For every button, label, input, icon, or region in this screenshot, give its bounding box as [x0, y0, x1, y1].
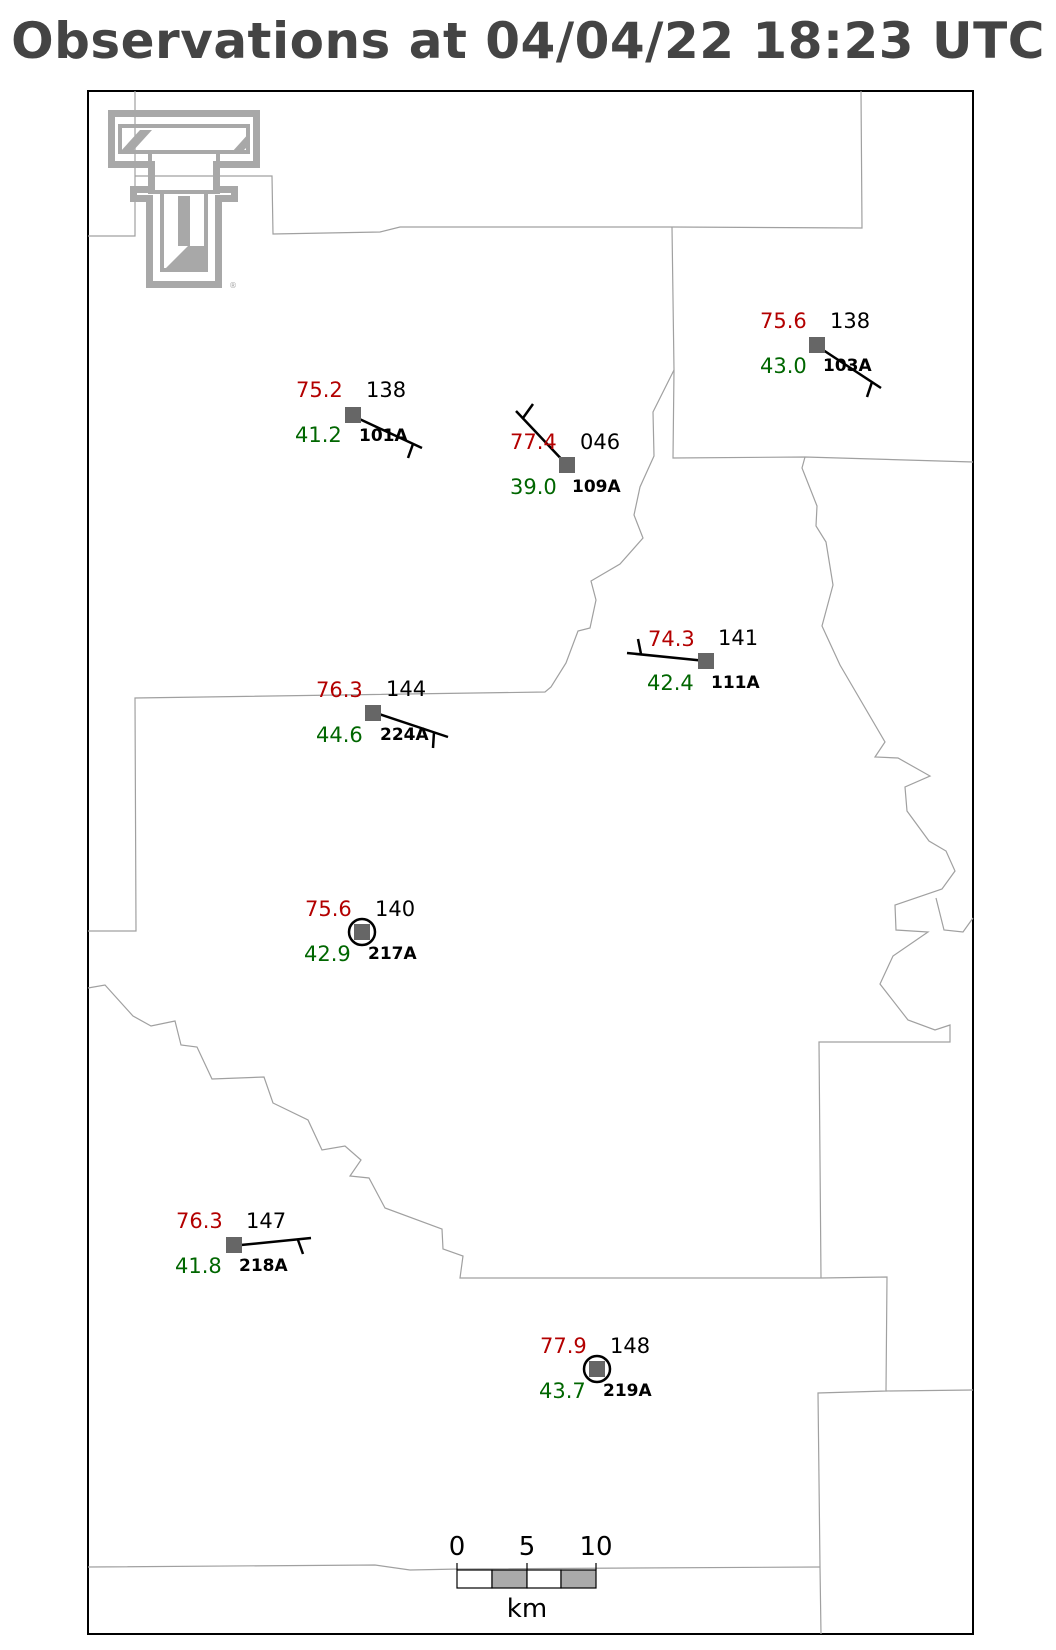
- station-111A: 74.3 42.4 141 111A: [626, 626, 760, 695]
- temperature-label: 77.9: [540, 1334, 587, 1358]
- wind-barb-flag: [521, 403, 535, 419]
- calm-wind-circle: [347, 917, 377, 947]
- wind-barb-flag: [636, 638, 643, 655]
- station-id-label: 101A: [359, 426, 408, 446]
- temperature-label: 77.4: [510, 430, 557, 454]
- wind-barb-flag: [865, 381, 874, 398]
- dewpoint-label: 41.2: [295, 423, 342, 447]
- wind-barb-flag: [406, 443, 415, 459]
- temperature-label: 76.3: [176, 1209, 223, 1233]
- station-id-label: 219A: [603, 1381, 652, 1401]
- pressure-label: 148: [610, 1334, 650, 1358]
- scale-tick-label: 10: [579, 1532, 612, 1562]
- logo-double-t: [108, 110, 260, 288]
- station-marker: [698, 653, 714, 669]
- wind-barb: [240, 1236, 312, 1247]
- wind-barb-flag: [431, 731, 436, 749]
- station-marker: [345, 407, 361, 423]
- pressure-label: 147: [246, 1209, 286, 1233]
- station-219A: 77.9 43.7 148 219A: [539, 1334, 652, 1403]
- scale-bar: 0 5 10 km: [449, 1532, 613, 1624]
- map-title: Observations at 04/04/22 18:23 UTC: [11, 12, 1045, 70]
- temperature-label: 75.6: [760, 309, 807, 333]
- wind-barb: [816, 344, 882, 390]
- pressure-label: 138: [830, 309, 870, 333]
- temperature-label: 75.2: [296, 378, 343, 402]
- dewpoint-label: 43.7: [539, 1379, 586, 1403]
- station-marker: [809, 337, 825, 353]
- wind-barb: [352, 414, 423, 450]
- wind-barb: [626, 651, 707, 663]
- station-marker: [365, 705, 381, 721]
- station-217A: 75.6 42.9 140 217A: [304, 897, 417, 966]
- dewpoint-label: 43.0: [760, 354, 807, 378]
- calm-wind-circle: [582, 1354, 612, 1384]
- wind-barb: [372, 710, 449, 739]
- station-id-label: 111A: [711, 673, 760, 693]
- station-marker: [589, 1361, 605, 1377]
- station-218A: 76.3 41.8 147 218A: [175, 1209, 312, 1278]
- station-101A: 75.2 41.2 138 101A: [295, 378, 423, 459]
- dewpoint-label: 42.4: [647, 671, 694, 695]
- station-id-label: 217A: [368, 944, 417, 964]
- station-id-label: 103A: [823, 356, 872, 376]
- county-boundaries: [87, 90, 974, 1635]
- map-frame: [87, 90, 974, 1635]
- pressure-label: 140: [375, 897, 415, 921]
- station-marker: [354, 924, 370, 940]
- temperature-label: 75.6: [305, 897, 352, 921]
- station-id-label: 109A: [572, 477, 621, 497]
- scale-tick-label: 5: [519, 1532, 536, 1562]
- temperature-label: 74.3: [648, 627, 695, 651]
- scale-unit-label: km: [507, 1594, 547, 1624]
- pressure-label: 141: [718, 626, 758, 650]
- station-224A: 76.3 44.6 144 224A: [316, 677, 449, 749]
- wind-barb-flag: [296, 1239, 305, 1255]
- dewpoint-label: 39.0: [510, 475, 557, 499]
- station-id-label: 218A: [239, 1256, 288, 1276]
- dewpoint-label: 44.6: [316, 723, 363, 747]
- wind-barb: [515, 410, 568, 466]
- dewpoint-label: 42.9: [304, 942, 351, 966]
- registered-mark: ®: [229, 281, 237, 290]
- scale-tick-label: 0: [449, 1532, 466, 1562]
- station-id-label: 224A: [380, 725, 429, 745]
- station-109A: 77.4 39.0 046 109A: [510, 403, 621, 499]
- pressure-label: 046: [580, 430, 620, 454]
- station-marker: [559, 457, 575, 473]
- pressure-label: 144: [386, 677, 426, 701]
- dewpoint-label: 41.8: [175, 1254, 222, 1278]
- station-marker: [226, 1237, 242, 1253]
- pressure-label: 138: [366, 378, 406, 402]
- temperature-label: 76.3: [316, 678, 363, 702]
- station-103A: 75.6 43.0 138 103A: [760, 309, 882, 398]
